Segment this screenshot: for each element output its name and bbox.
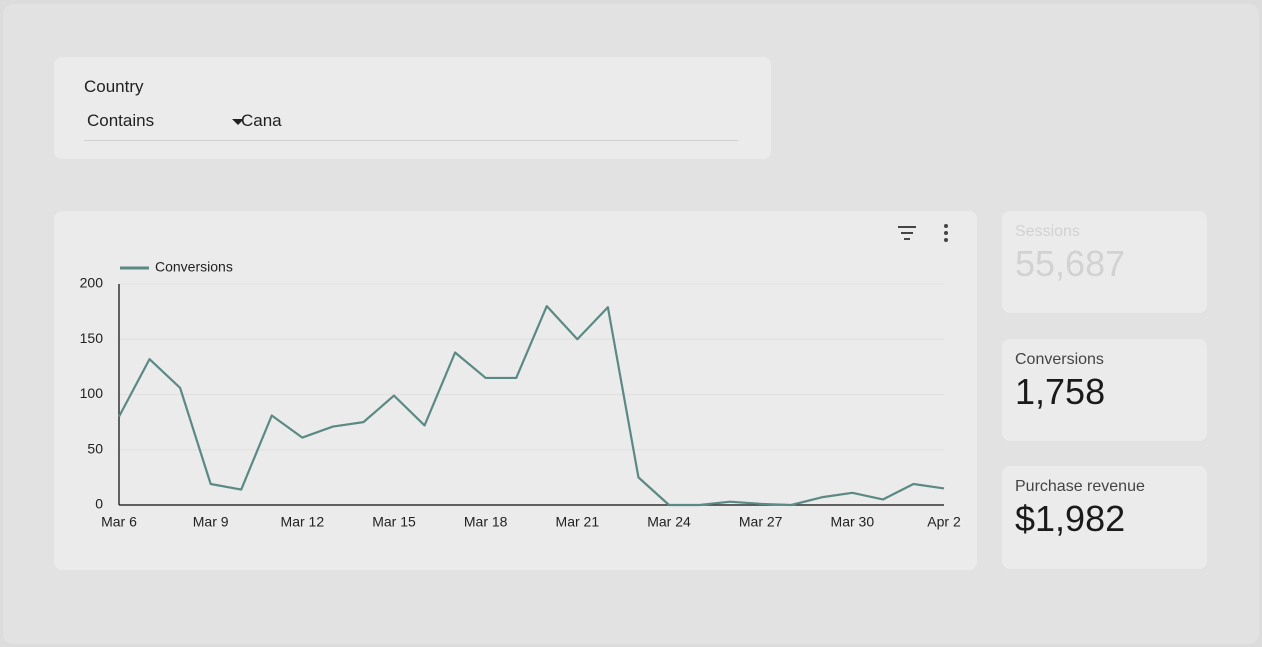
scorecard-value: 55,687 (1015, 243, 1126, 284)
scorecard-label: Purchase revenue (1015, 478, 1145, 495)
filter-input[interactable]: Cana (238, 111, 738, 141)
scorecard-label: Conversions (1015, 351, 1104, 368)
y-tick-label: 0 (95, 496, 103, 512)
scorecard-label: Sessions (1015, 223, 1080, 240)
line-series (118, 305, 945, 507)
x-tick-label: Mar 12 (281, 514, 325, 530)
more-menu-icon[interactable] (944, 224, 948, 242)
x-tick-label: Mar 27 (739, 514, 783, 530)
x-tick-label: Mar 30 (831, 514, 875, 530)
scorecard: Sessions 55,687 (1002, 211, 1207, 313)
operator-dropdown[interactable]: Contains (84, 111, 254, 141)
x-tick-label: Mar 21 (556, 514, 600, 530)
legend-label: Conversions (155, 259, 233, 275)
filter-icon[interactable] (898, 226, 916, 240)
scorecard-value: $1,982 (1015, 498, 1126, 539)
dropdown-arrow (232, 119, 244, 125)
x-tick-label: Mar 18 (464, 514, 508, 530)
y-tick-label: 150 (80, 330, 104, 346)
y-tick-label: 100 (80, 385, 104, 401)
filter-label: Country (84, 77, 144, 96)
chart-card: 0 50 100 150 200 Mar 6 Mar 9 Mar 12 Mar 15 Mar 18… (54, 211, 977, 570)
scorecard: Conversions 1,758 (1002, 339, 1207, 441)
y-tick-label: 50 (87, 440, 103, 456)
chart: 0 50 100 150 200 Mar 6 Mar 9 Mar 12 Mar 15 Mar 18… (80, 224, 961, 530)
y-tick-label: 200 (80, 275, 104, 291)
scorecard-value: 1,758 (1015, 371, 1106, 412)
operator-text: Contains (87, 111, 155, 130)
x-tick-label: Mar 15 (372, 514, 416, 530)
x-tick-label: Apr 2 (927, 514, 961, 530)
x-tick-label: Mar 9 (193, 514, 229, 530)
x-tick-label: Mar 6 (101, 514, 137, 530)
scorecard: Purchase revenue $1,982 (1002, 466, 1207, 569)
x-tick-label: Mar 24 (647, 514, 691, 530)
filter-control: Country Contains Cana (54, 57, 771, 159)
